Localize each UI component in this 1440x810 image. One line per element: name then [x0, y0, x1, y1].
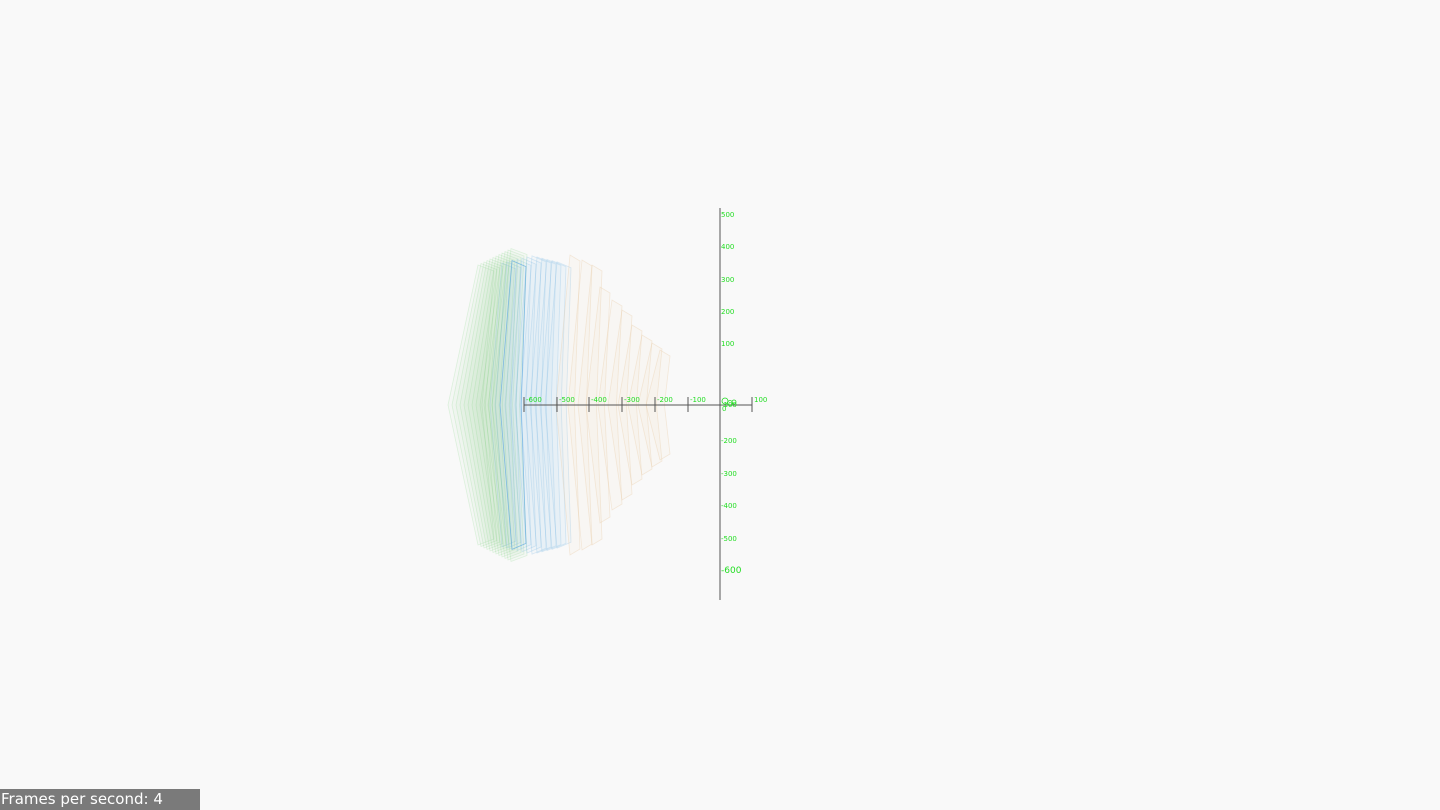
green-layer	[463, 258, 507, 552]
green-layer	[483, 250, 522, 560]
x-tick-label: -200	[657, 396, 673, 404]
x-tick-label: -500	[559, 396, 575, 404]
y-tick-label: 300	[721, 276, 734, 284]
green-layer	[475, 253, 516, 557]
green-layer	[447, 264, 495, 546]
green-layer	[487, 249, 525, 561]
y-tick-label: -300	[721, 470, 737, 478]
x-axis-ticks: -600 -500 -400 -300 -200 -100 0 100	[523, 396, 767, 413]
green-layer	[451, 262, 498, 548]
x-tick-label: 100	[754, 396, 767, 404]
green-layer	[455, 261, 501, 549]
y-tick-label: -400	[721, 502, 737, 510]
x-tick-label: -400	[591, 396, 607, 404]
green-layer	[491, 247, 528, 563]
y-tick-label: -600	[721, 566, 742, 576]
origin-cluster	[721, 397, 737, 406]
x-tick-label: 0	[722, 405, 726, 413]
blue-layer	[494, 261, 522, 549]
x-tick-label: -100	[690, 396, 706, 404]
y-tick-label: 100	[721, 340, 734, 348]
green-layer	[467, 256, 510, 554]
green-layer	[459, 259, 504, 551]
y-tick-label: -200	[721, 437, 737, 445]
x-tick-label: -600	[526, 396, 542, 404]
fps-counter: Frames per second: 4	[0, 789, 200, 810]
y-tick-label: 400	[721, 243, 734, 251]
blue-layer	[499, 260, 527, 550]
y-tick-label: 500	[721, 211, 734, 219]
green-layer	[471, 255, 513, 555]
green-layer	[479, 252, 519, 558]
x-tick-label: -300	[624, 396, 640, 404]
blue-layer	[489, 262, 517, 548]
y-tick-label: -500	[721, 535, 737, 543]
y-tick-label: 200	[721, 308, 734, 316]
